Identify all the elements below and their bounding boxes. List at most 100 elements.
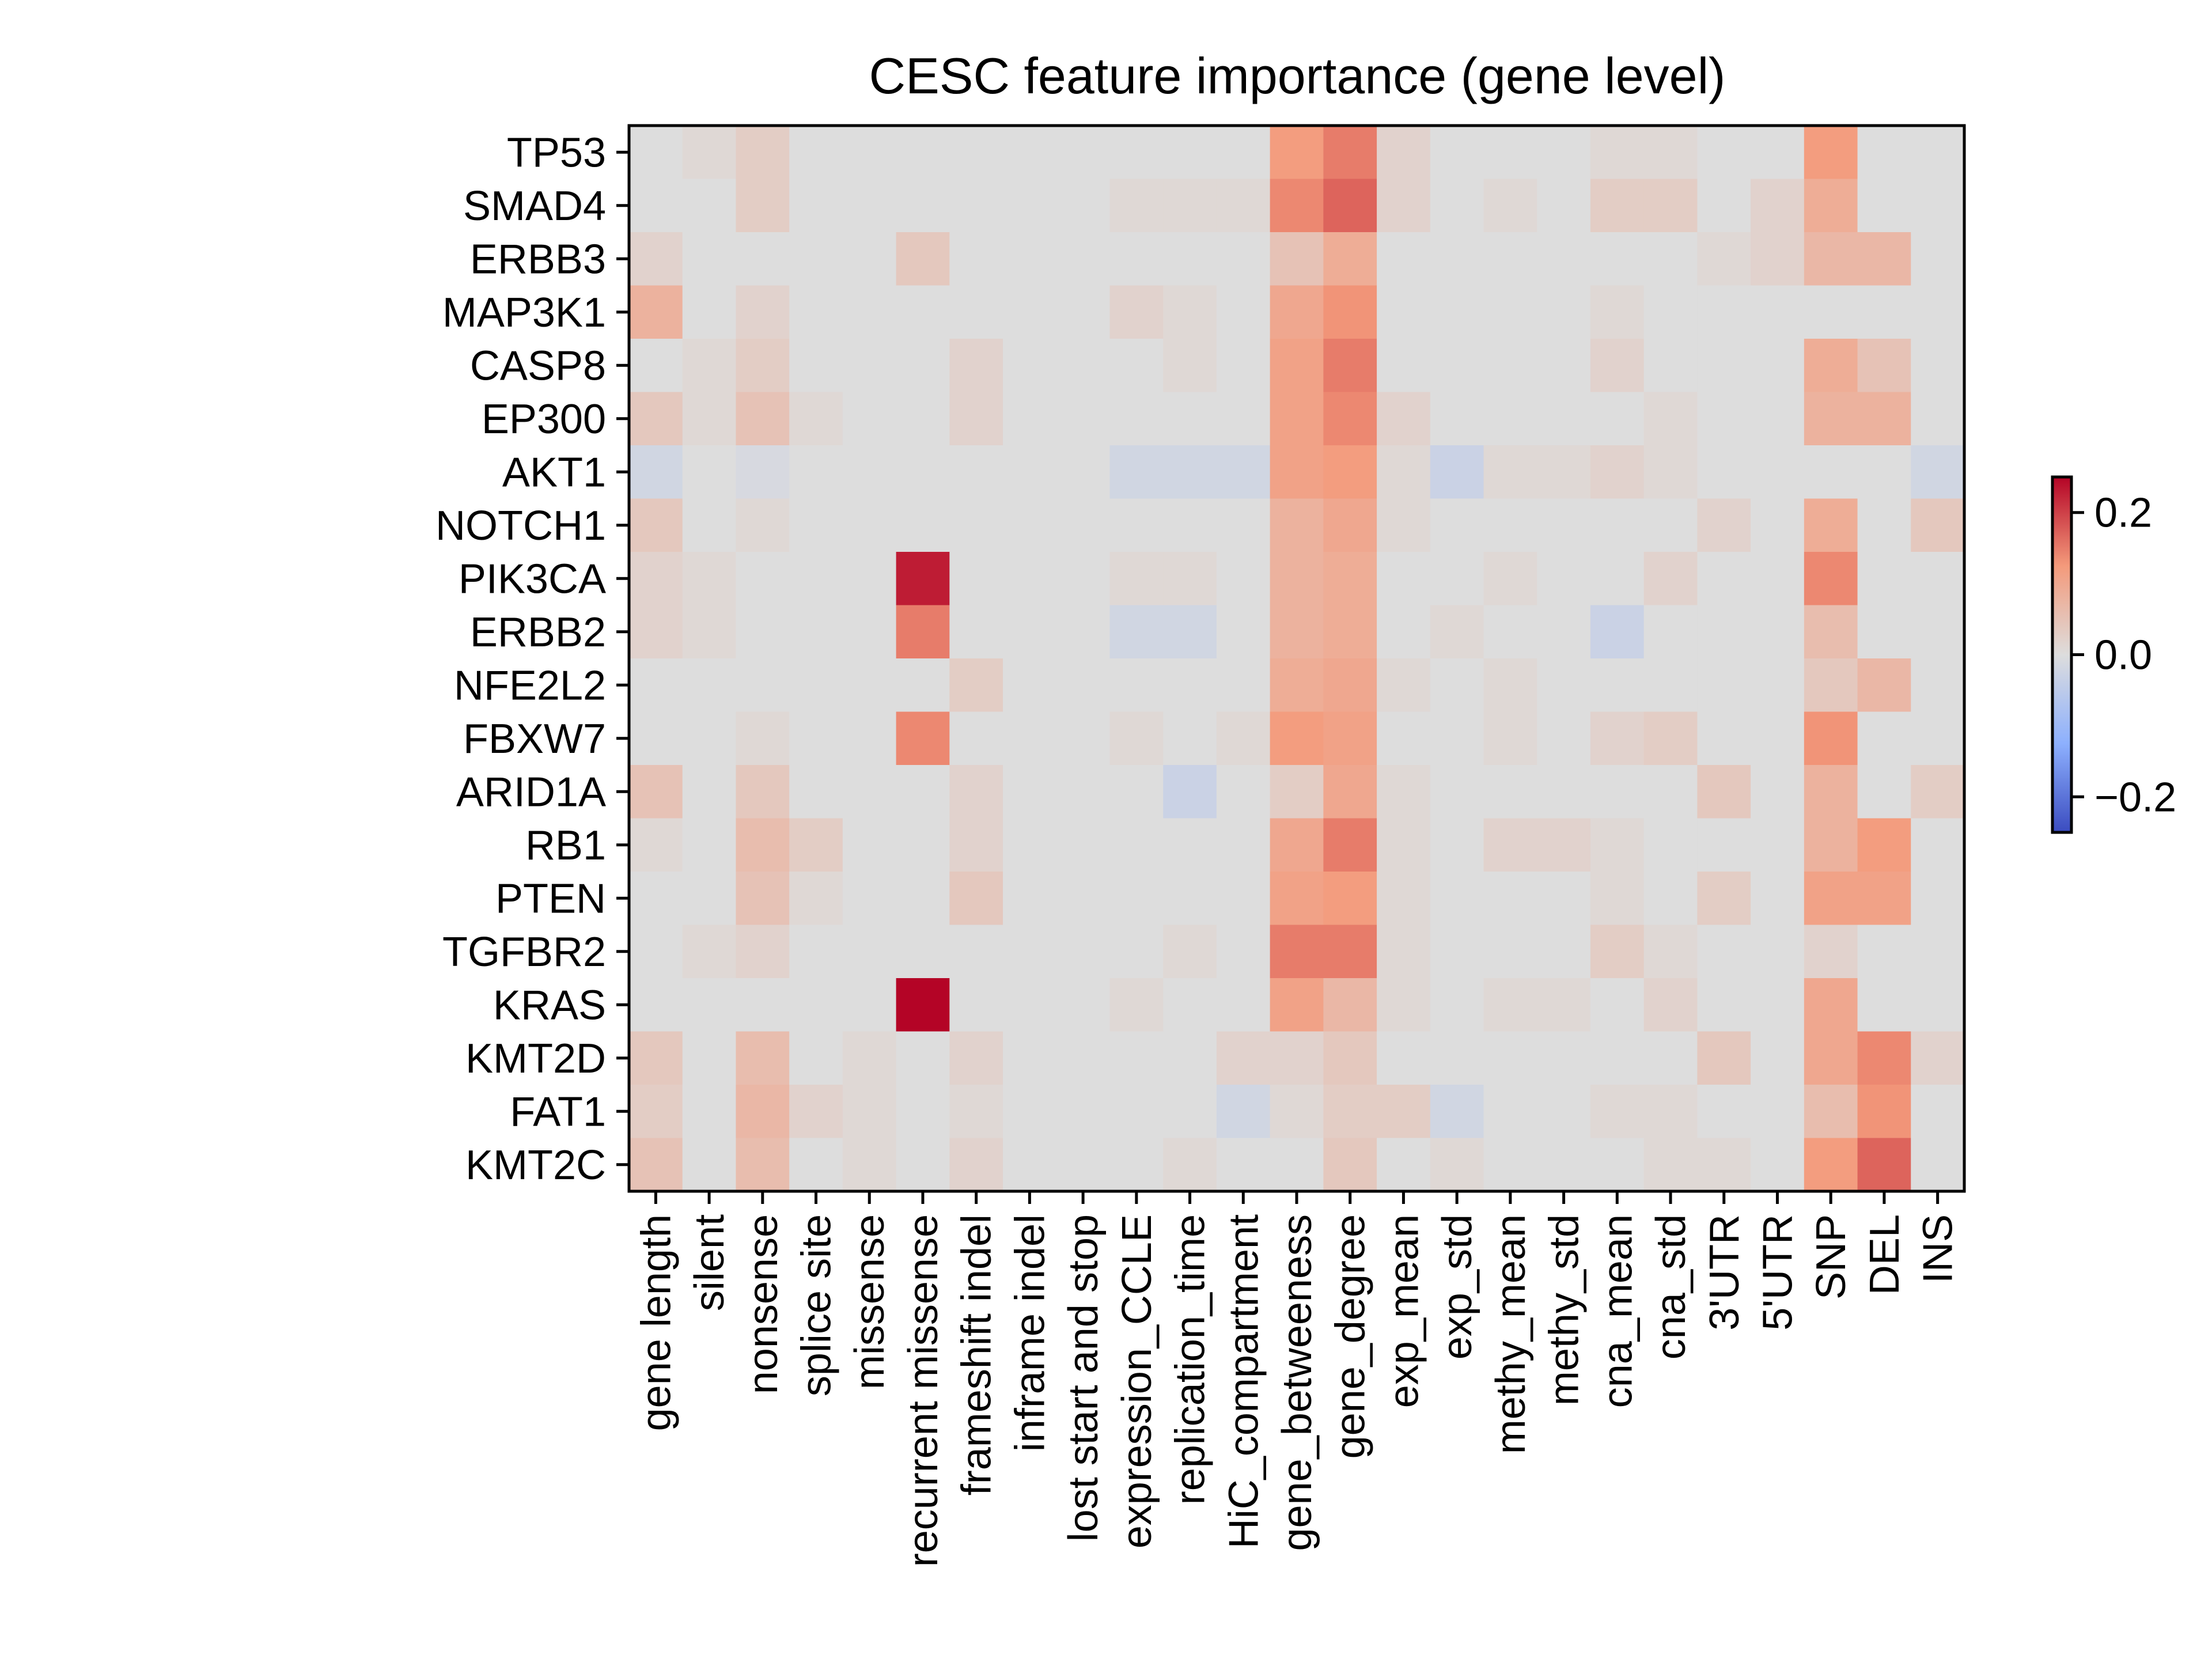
heatmap-cell — [1643, 765, 1698, 819]
heatmap-cell — [1804, 658, 1858, 713]
heatmap-cell — [1377, 1031, 1431, 1085]
heatmap-cell — [1643, 925, 1698, 979]
heatmap-cell — [949, 552, 1003, 606]
heatmap-cell — [1163, 605, 1217, 659]
heatmap-cell — [1751, 605, 1805, 659]
heatmap-cell — [949, 765, 1003, 819]
heatmap-cell — [789, 925, 843, 979]
heatmap-cell — [1216, 232, 1271, 286]
heatmap-cell — [1216, 1138, 1271, 1192]
heatmap-cell — [629, 818, 683, 872]
heatmap-cell — [1109, 179, 1164, 233]
heatmap-cell — [629, 339, 683, 393]
heatmap-cell — [682, 658, 737, 713]
heatmap-cell — [1537, 658, 1591, 713]
heatmap-cell — [789, 179, 843, 233]
heatmap-cell — [629, 232, 683, 286]
x-tick-label: exp_mean — [1381, 1214, 1427, 1408]
x-tick-label: nonsense — [740, 1214, 786, 1394]
colorbar-tick-label: 0.2 — [2094, 490, 2152, 536]
heatmap-cell — [1216, 285, 1271, 339]
heatmap-cell — [842, 711, 897, 766]
heatmap-cell — [1911, 711, 1965, 766]
heatmap-cell — [1911, 818, 1965, 872]
heatmap-cell — [949, 498, 1003, 552]
heatmap-cell — [842, 498, 897, 552]
heatmap-cell — [1751, 925, 1805, 979]
heatmap-cell — [1537, 872, 1591, 926]
colorbar-fill — [2052, 477, 2071, 832]
heatmap-cell — [789, 498, 843, 552]
heatmap-cell — [842, 1085, 897, 1139]
heatmap-cell — [1911, 658, 1965, 713]
y-tick-label: KMT2C — [465, 1142, 606, 1188]
heatmap-cell — [1377, 872, 1431, 926]
heatmap-cell — [1483, 925, 1537, 979]
heatmap-cell — [1643, 658, 1698, 713]
heatmap-cell — [1216, 498, 1271, 552]
heatmap-cell — [1857, 711, 1911, 766]
x-axis: gene length silent nonsense splice site miss… — [633, 1191, 1961, 1567]
heatmap-cell — [1430, 1085, 1484, 1139]
y-tick-label: ERBB2 — [470, 609, 606, 656]
heatmap-cell — [1643, 285, 1698, 339]
heatmap-cell — [896, 552, 950, 606]
heatmap-cell — [1377, 232, 1431, 286]
heatmap-cell — [1163, 1085, 1217, 1139]
heatmap-cell — [682, 605, 737, 659]
heatmap-cell — [1804, 392, 1858, 446]
heatmap-cell — [896, 978, 950, 1032]
heatmap-cell — [1643, 339, 1698, 393]
heatmap-cell — [1163, 126, 1217, 180]
heatmap-cell — [1270, 285, 1324, 339]
heatmap-cell — [1056, 498, 1111, 552]
heatmap-cell — [896, 872, 950, 926]
heatmap-cell — [949, 818, 1003, 872]
heatmap-cell — [736, 605, 790, 659]
heatmap-cell — [1911, 605, 1965, 659]
heatmap-cell — [629, 711, 683, 766]
heatmap-cell — [1056, 925, 1111, 979]
heatmap-cell — [1109, 339, 1164, 393]
heatmap-cell — [1483, 872, 1537, 926]
heatmap-cell — [1857, 818, 1911, 872]
heatmap-cell — [1537, 818, 1591, 872]
heatmap-cell — [1857, 285, 1911, 339]
heatmap-cell — [1537, 1085, 1591, 1139]
heatmap-cell — [896, 339, 950, 393]
heatmap-cell — [1003, 658, 1057, 713]
heatmap-cell — [1163, 552, 1217, 606]
heatmap-cell — [1590, 285, 1645, 339]
heatmap-cell — [1697, 765, 1751, 819]
heatmap-cell — [1377, 658, 1431, 713]
heatmap-cell — [1270, 498, 1324, 552]
heatmap-cell — [1163, 498, 1217, 552]
heatmap-cell — [1643, 498, 1698, 552]
x-tick-label: missense — [847, 1214, 893, 1389]
heatmap-cell — [1804, 818, 1858, 872]
heatmap-cell — [1056, 765, 1111, 819]
heatmap-cell — [682, 126, 737, 180]
x-tick-label: recurrent missense — [900, 1214, 946, 1567]
heatmap-cell — [629, 285, 683, 339]
heatmap-cell — [1323, 925, 1377, 979]
heatmap-cell — [736, 552, 790, 606]
heatmap-cell — [1804, 605, 1858, 659]
heatmap-cell — [1751, 1138, 1805, 1192]
heatmap-cell — [1697, 711, 1751, 766]
heatmap-cell — [789, 1085, 843, 1139]
x-tick-label: 5'UTR — [1755, 1214, 1801, 1331]
y-tick-label: PTEN — [495, 876, 606, 922]
heatmap-cell — [1751, 872, 1805, 926]
heatmap-cell — [629, 1085, 683, 1139]
heatmap-cell — [1483, 552, 1537, 606]
heatmap-cell — [1109, 392, 1164, 446]
heatmap-cell — [789, 765, 843, 819]
heatmap-cell — [1430, 818, 1484, 872]
heatmap-cell — [1323, 978, 1377, 1032]
heatmap-cell — [629, 605, 683, 659]
heatmap-cell — [1643, 872, 1698, 926]
heatmap-cell — [1804, 1085, 1858, 1139]
heatmap-cell — [1323, 126, 1377, 180]
